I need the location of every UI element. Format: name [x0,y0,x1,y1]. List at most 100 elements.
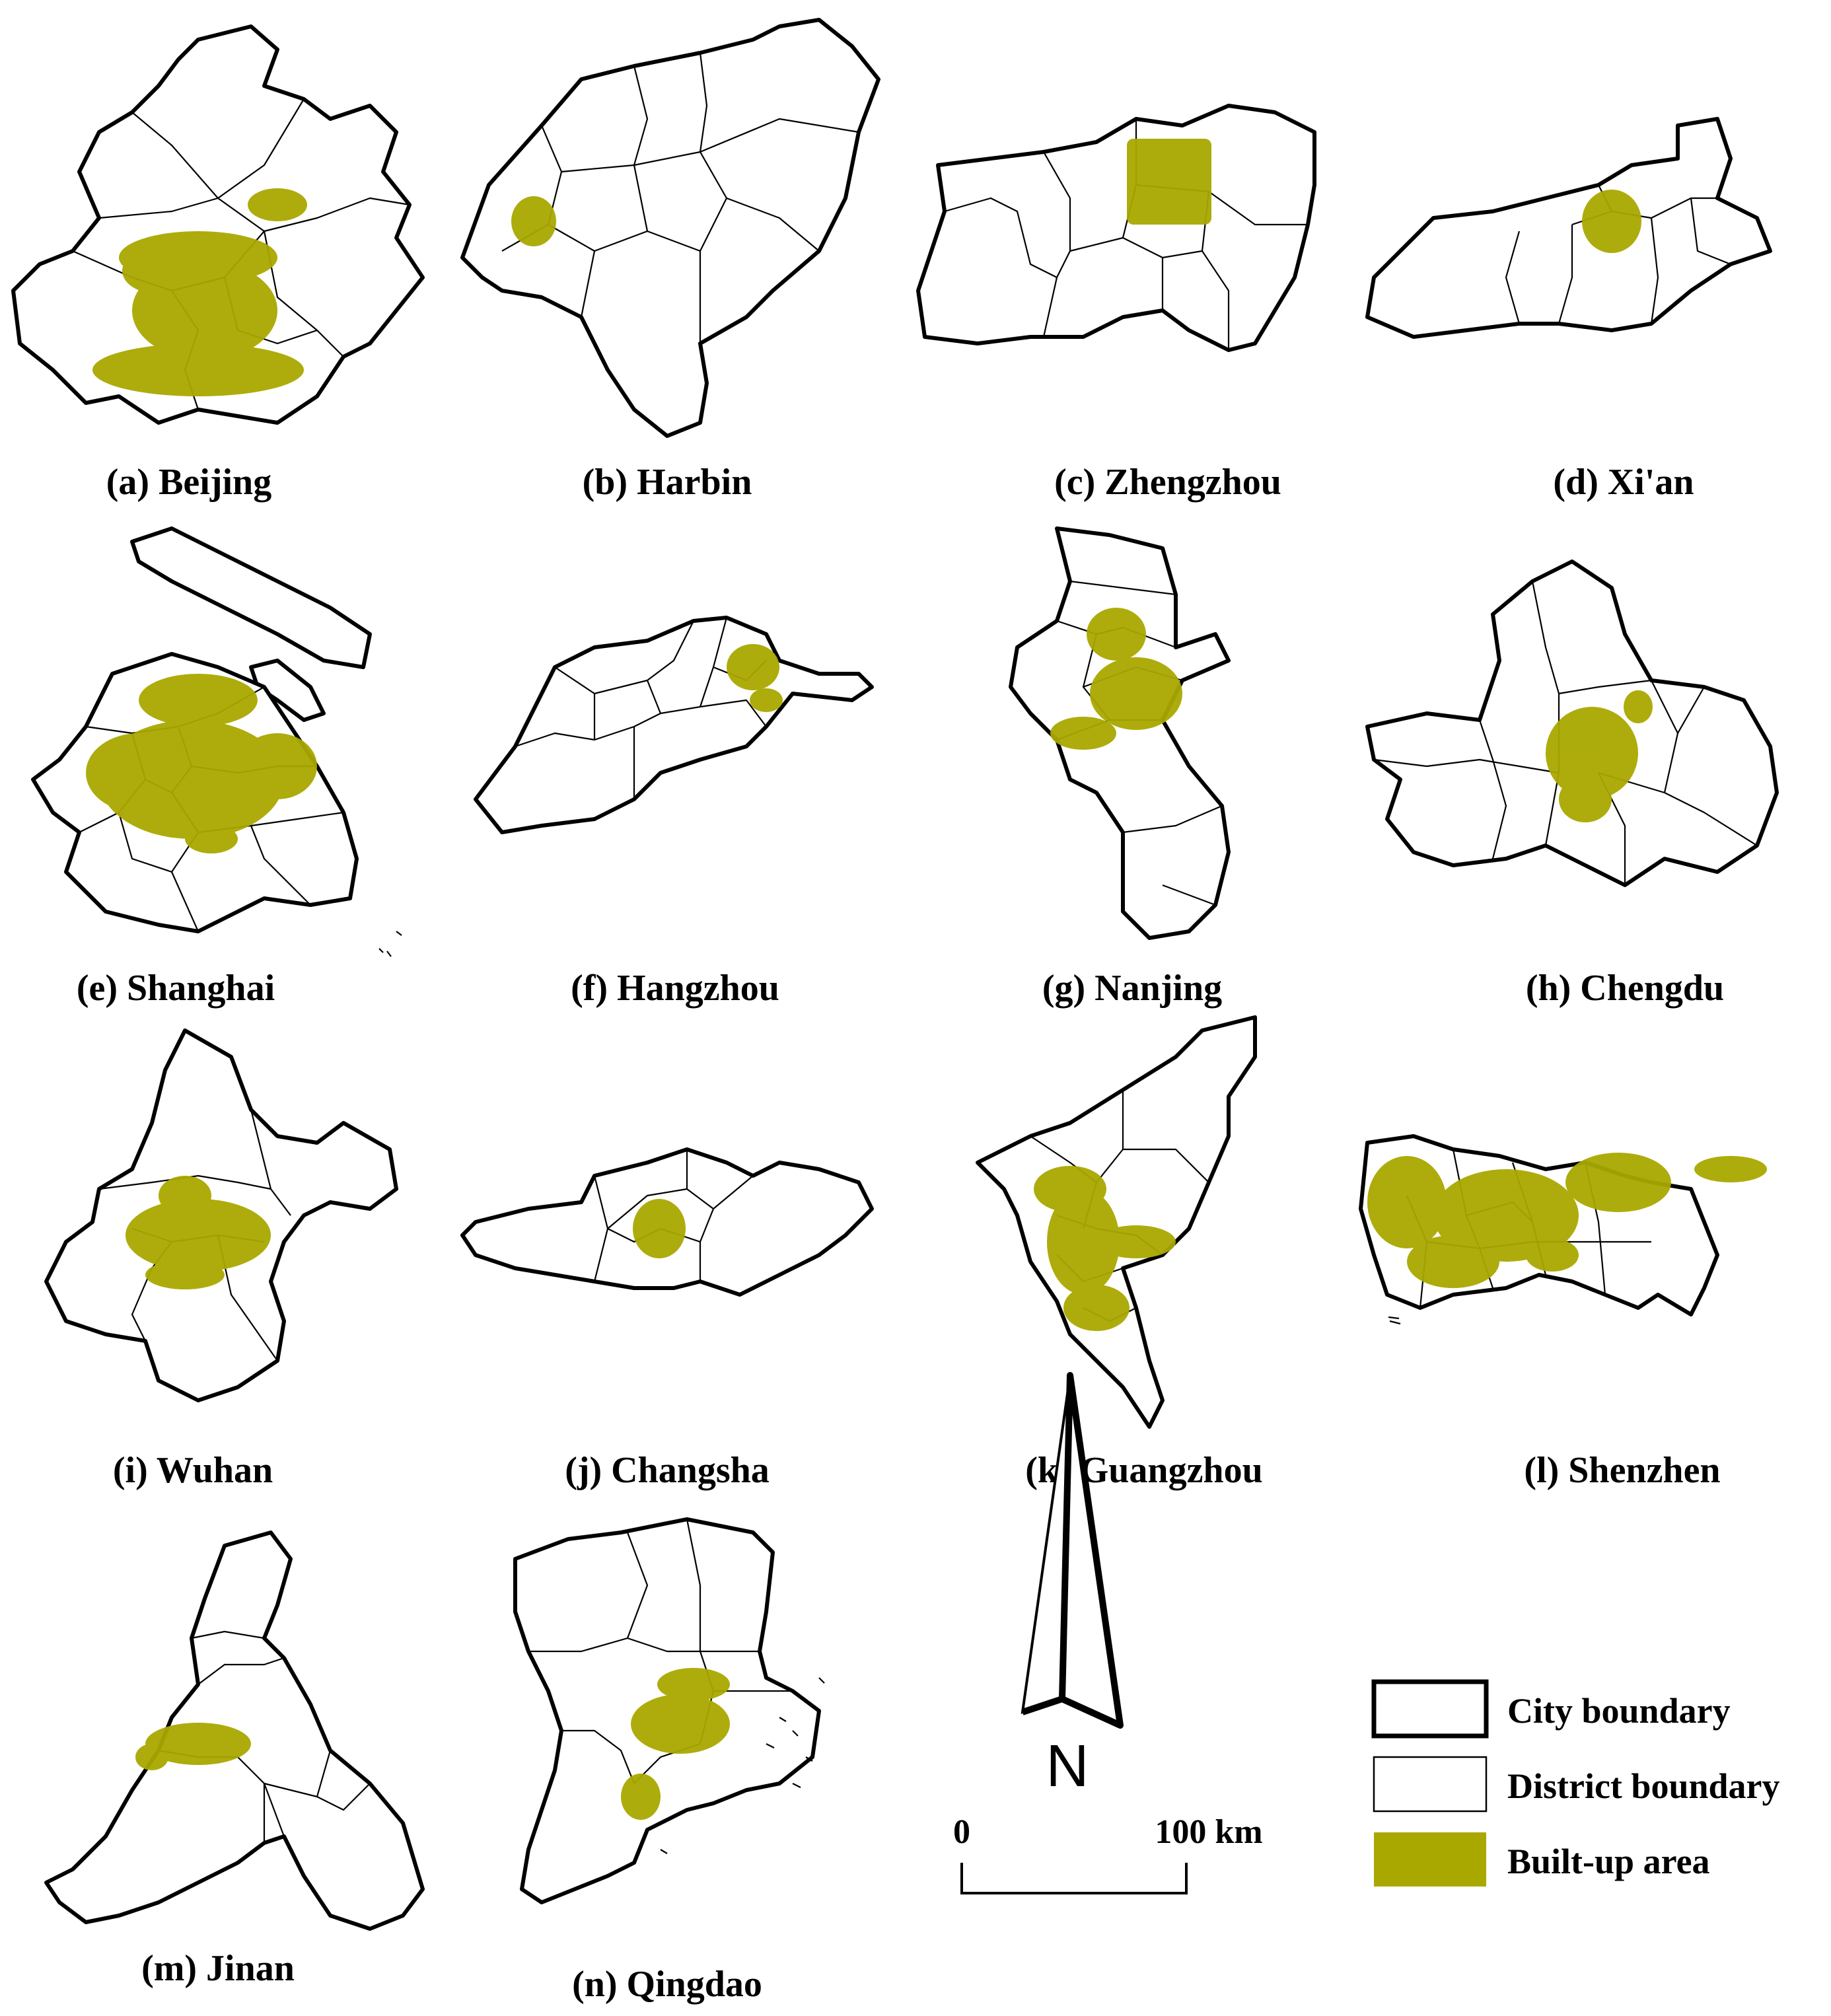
district-boundaries-changsha [593,1149,754,1282]
panel-label-d: (d) Xi'an [1553,462,1694,503]
panel-jinan [44,1530,425,1931]
panel-guangzhou [976,1015,1257,1429]
panel-label-m: (m) Jinan [141,1948,295,1989]
builtup-jinan-core [145,1723,251,1765]
district-boundary-swatch [1373,1756,1488,1813]
scale-bar-end-label: 100 km [1155,1813,1262,1851]
panel-label-c: (c) Zhengzhou [1054,462,1281,503]
scale-bar-line [960,1863,1188,1894]
scale-bar-start-label: 0 [953,1813,970,1851]
built-up-area-harbin [511,196,556,246]
builtup-qingdao-north [657,1668,730,1701]
scale-bar: 0 100 km [953,1813,1263,1894]
north-arrow-right-half [1059,1372,1124,1729]
builtup-beijing-south [92,343,304,396]
built-up-area-wuhan [126,1176,271,1289]
builtup-beijing-ne [248,188,307,221]
panel-label-e: (e) Shanghai [77,968,275,1009]
city-boundary-swatch [1371,1679,1489,1739]
builtup-wuhan-core [126,1199,271,1272]
built-up-area-chengdu [1546,690,1653,822]
panel-qingdao [513,1517,825,1904]
panel-chengdu [1365,559,1779,887]
panel-shenzhen [1359,1134,1767,1325]
panel-label-b: (b) Harbin [583,462,752,503]
builtup-wuhan-north [159,1176,211,1215]
builtup-shanghai-south [185,824,238,853]
legend-label-built-up-area: Built-up area [1507,1842,1710,1881]
builtup-guangzhou-south [1063,1285,1130,1331]
panel-harbin [460,18,880,438]
builtup-qingdao-core [631,1694,730,1754]
panel-label-f: (f) Hangzhou [571,968,779,1009]
builtup-shenzhen-south [1407,1235,1499,1288]
builtup-hangzhou-south [750,688,783,712]
panel-wuhan [44,1028,398,1402]
city-boundary-xian [1365,117,1772,339]
city-boundary-beijing [11,24,425,425]
built-up-area-xian [1582,190,1641,253]
builtup-guangzhou-east [1096,1225,1176,1258]
built-up-area-shanghai [86,674,317,853]
panel-label-g: (g) Nanjing [1042,968,1222,1009]
builtup-guangzhou-north [1034,1166,1106,1212]
builtup-hangzhou-core [727,644,779,690]
north-label: N [1046,1733,1089,1799]
builtup-shanghai-north [139,674,258,727]
builtup-beijing-west [122,248,195,294]
built-up-area-zhengzhou [1127,139,1211,225]
built-up-area-shenzhen [1367,1153,1767,1288]
builtup-chengdu-core [1546,707,1638,799]
builtup-guangzhou-core [1047,1189,1120,1295]
builtup-changsha-core [633,1199,686,1258]
panel-hangzhou [474,616,874,834]
offshore-islets-qingdao [660,1677,825,1854]
builtup-nanjing-south [1050,717,1116,750]
north-arrow-base [1021,1696,1122,1729]
legend-label-district-boundary: District boundary [1507,1766,1780,1806]
builtup-shenzhen-southeast [1526,1239,1579,1272]
built-up-area-swatch [1374,1832,1486,1887]
panel-xian [1365,117,1772,339]
builtup-shanghai-west [86,733,192,812]
legend-label-city-boundary: City boundary [1507,1691,1731,1731]
builtup-wuhan-south [145,1260,225,1289]
city-boundary-nanjing [1009,526,1231,940]
builtup-chengdu-south [1559,776,1612,822]
built-up-area-jinan [135,1723,251,1770]
legend: City boundary District boundary Built-up… [1371,1679,1780,1887]
panel-nanjing [1009,526,1231,940]
offshore-islets-shanghai [378,931,402,957]
panel-label-a: (a) Beijing [106,462,271,503]
city-boundary-zhengzhou [916,104,1316,352]
panel-zhengzhou [916,104,1316,352]
builtup-xian-core [1582,190,1641,253]
builtup-shenzhen-east [1565,1153,1671,1212]
district-boundaries-harbin [501,52,859,343]
north-arrow-icon: N [1021,1372,1124,1799]
built-up-area-qingdao [621,1668,730,1820]
city-boundary-hangzhou [474,616,874,834]
builtup-shanghai-east [238,733,317,799]
panel-shanghai [31,526,402,957]
builtup-nanjing-north [1087,608,1146,661]
panel-label-n: (n) Qingdao [572,1964,762,2005]
district-boundaries-hangzhou [515,617,767,799]
builtup-chengdu-ne [1624,690,1653,723]
panel-beijing [11,24,425,425]
builtup-jinan-west [135,1744,168,1770]
built-up-area-nanjing [1050,608,1182,750]
chongming-island [130,526,372,669]
panel-label-j: (j) Changsha [565,1450,770,1491]
built-up-area-beijing [92,188,307,396]
builtup-shenzhen-west [1367,1156,1447,1248]
built-up-area-hangzhou [727,644,783,712]
built-up-area-changsha [633,1199,686,1258]
offshore-islets-shenzhen [1388,1316,1401,1325]
built-up-area-guangzhou [1034,1166,1176,1331]
panel-changsha [460,1147,874,1297]
panel-label-i: (i) Wuhan [113,1450,273,1491]
builtup-qingdao-southwest [621,1774,661,1820]
builtup-zhengzhou-core [1127,139,1211,225]
